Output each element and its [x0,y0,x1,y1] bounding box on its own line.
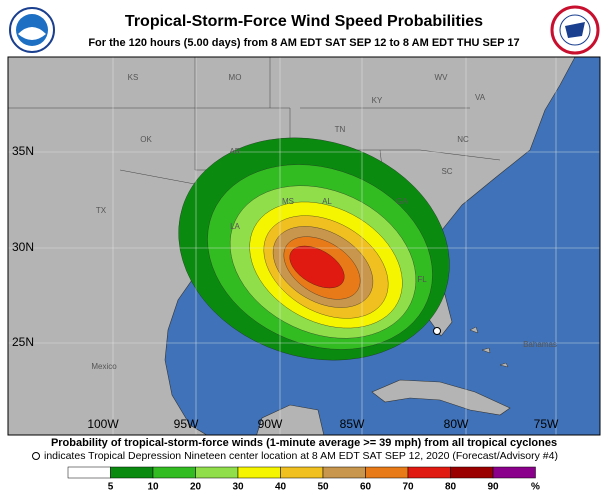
place-label: TX [96,206,107,215]
lat-label: 25N [12,335,34,349]
legend-label: % [531,482,540,493]
storm-center [433,327,441,335]
lon-label: 90W [258,417,283,431]
cuba [371,379,511,416]
legend-label: 5 [108,482,114,493]
legend-swatch [280,466,324,479]
bahamas [469,326,509,368]
place-label: OK [140,135,152,144]
legend-swatch [237,466,281,479]
lat-label: 30N [12,240,34,254]
place-label: VA [475,93,486,102]
probability-contours [178,137,450,361]
place-label: AR [229,147,240,156]
place-label: AL [322,197,332,206]
place-label: SC [441,167,452,176]
place-labels: KS MO KY WV VA OK TN NC AR SC MS AL GA TX LA FL Mexico Ba… [91,73,557,371]
lon-label: 80W [444,417,469,431]
nws-logo [550,5,600,55]
place-label: Mexico [91,362,117,371]
map: 35N 30N 25N 100W 95W 90W 85W 80W 75W KS MO KY WV VA O… [8,57,600,435]
place-label: KY [372,96,383,105]
map-frame [7,56,601,436]
lon-label: 95W [174,417,199,431]
legend-label: 90 [487,482,499,493]
noaa-logo [9,7,55,53]
legend-swatch [407,466,451,479]
legend-label: 20 [190,482,202,493]
lon-label: 75W [534,417,559,431]
place-label: KS [128,73,139,82]
legend-label: 60 [360,482,372,493]
legend-label: 30 [232,482,244,493]
lon-label: 85W [340,417,365,431]
legend-swatch [322,466,366,479]
legend-label: 70 [402,482,414,493]
legend-label: 10 [147,482,159,493]
place-label: LA [230,222,240,231]
contour [289,245,345,289]
place-label: NC [457,135,469,144]
place-label: MO [229,73,242,82]
lon-label: 100W [87,417,119,431]
title: Tropical-Storm-Force Wind Speed Probabil… [125,13,483,30]
legend-label: 40 [275,482,287,493]
legend-swatch [67,466,111,479]
legend-swatch [450,466,494,479]
place-label: WV [435,73,449,82]
legend-label: 80 [445,482,457,493]
lat-label: 35N [12,144,34,158]
place-label: FL [417,275,427,284]
note-symbol [32,452,40,460]
place-label: Bahamas [523,340,557,349]
subtitle: For the 120 hours (5.00 days) from 8 AM … [88,37,519,49]
lat-lon-grid: 35N 30N 25N 100W 95W 90W 85W 80W 75W [8,57,600,435]
legend-swatch [152,466,196,479]
place-label: GA [396,197,408,206]
legend-swatch [110,466,154,479]
legend: 5 10 20 30 40 50 60 70 80 90% [67,466,540,493]
legend-swatch [492,466,536,479]
place-label: MS [282,197,294,206]
place-label: TN [335,125,346,134]
legend-swatch [365,466,409,479]
yucatan [256,404,325,435]
caption: Probability of tropical-storm-force wind… [51,437,557,449]
legend-swatch [195,466,239,479]
note: indicates Tropical Depression Nineteen c… [44,450,558,462]
legend-label: 50 [317,482,329,493]
